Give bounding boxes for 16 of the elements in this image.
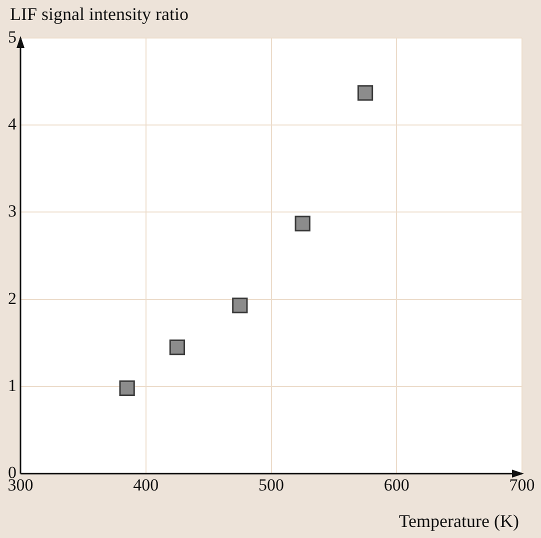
y-tick-label: 2 — [8, 288, 16, 308]
point — [232, 298, 248, 314]
point — [294, 216, 310, 232]
y-tick-label: 1 — [8, 376, 16, 395]
y-tick-label: 4 — [8, 114, 17, 134]
x-tick-label: 700 — [509, 475, 535, 494]
x-tick-label: 400 — [133, 475, 159, 494]
x-tick-label: 600 — [384, 475, 410, 494]
point — [169, 339, 186, 356]
x-tick-label: 500 — [258, 475, 284, 494]
point — [357, 85, 374, 101]
y-tick-label: 3 — [8, 202, 16, 221]
y-tick-label: 5 — [8, 27, 16, 46]
y-axis-title: LIF signal intensity ratio — [10, 4, 188, 25]
point — [119, 380, 135, 396]
x-axis-title: Temperature (K) — [398, 511, 519, 532]
